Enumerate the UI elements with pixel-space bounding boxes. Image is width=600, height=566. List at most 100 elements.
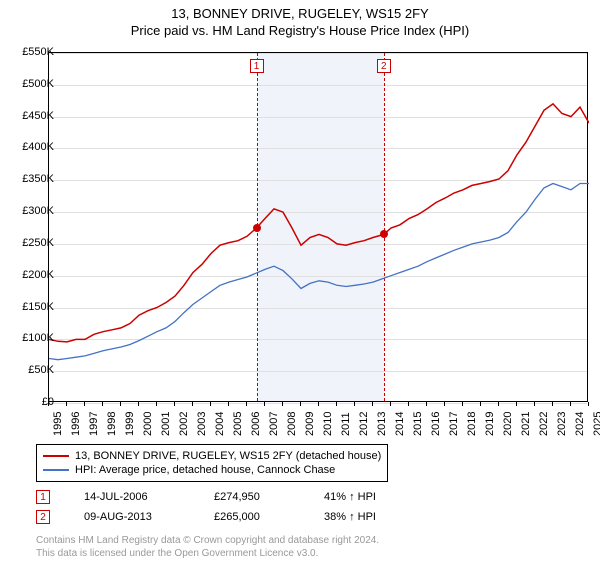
x-axis-label: 1998	[106, 412, 118, 436]
x-tick	[408, 402, 409, 406]
x-tick	[318, 402, 319, 406]
title-main: 13, BONNEY DRIVE, RUGELEY, WS15 2FY	[0, 6, 600, 21]
x-axis-label: 1997	[88, 412, 100, 436]
legend-swatch-0	[43, 455, 69, 457]
sale-marker-2: 2	[36, 510, 50, 524]
x-tick	[48, 402, 49, 406]
x-tick	[210, 402, 211, 406]
x-tick	[552, 402, 553, 406]
y-axis-label: £200K	[10, 269, 54, 281]
x-tick	[174, 402, 175, 406]
x-axis-label: 2001	[160, 412, 172, 436]
y-axis-label: £150K	[10, 301, 54, 313]
x-tick	[426, 402, 427, 406]
legend-label-0: 13, BONNEY DRIVE, RUGELEY, WS15 2FY (det…	[75, 450, 381, 462]
sale-marker-1: 1	[36, 490, 50, 504]
x-axis-label: 2009	[304, 412, 316, 436]
line-series-svg	[49, 53, 589, 403]
x-axis-label: 2013	[376, 412, 388, 436]
legend-label-1: HPI: Average price, detached house, Cann…	[75, 464, 335, 476]
legend-swatch-1	[43, 469, 69, 471]
x-tick	[444, 402, 445, 406]
x-tick	[480, 402, 481, 406]
sale-date-2: 09-AUG-2013	[84, 511, 214, 523]
x-tick	[66, 402, 67, 406]
y-axis-label: £300K	[10, 205, 54, 217]
series-line-1	[49, 184, 589, 360]
x-axis-label: 1999	[124, 412, 136, 436]
x-axis-label: 1995	[52, 412, 64, 436]
x-tick	[84, 402, 85, 406]
x-axis-label: 2025	[592, 412, 600, 436]
x-axis-label: 2015	[412, 412, 424, 436]
sale-pct-1: 41% ↑ HPI	[324, 491, 424, 503]
x-axis-label: 2006	[250, 412, 262, 436]
x-axis-label: 2012	[358, 412, 370, 436]
x-axis-label: 2023	[556, 412, 568, 436]
y-axis-label: £400K	[10, 141, 54, 153]
sales-table: 1 14-JUL-2006 £274,950 41% ↑ HPI 2 09-AU…	[36, 487, 424, 527]
y-axis-label: £350K	[10, 173, 54, 185]
x-tick	[354, 402, 355, 406]
x-axis-label: 2020	[502, 412, 514, 436]
x-axis-label: 2000	[142, 412, 154, 436]
x-axis-label: 1996	[70, 412, 82, 436]
x-axis-label: 2014	[394, 412, 406, 436]
y-axis-label: £100K	[10, 332, 54, 344]
x-axis-label: 2017	[448, 412, 460, 436]
x-axis-label: 2021	[520, 412, 532, 436]
plot-region: 12	[48, 52, 588, 402]
x-tick	[282, 402, 283, 406]
x-axis-label: 2018	[466, 412, 478, 436]
x-tick	[300, 402, 301, 406]
sale-pct-2: 38% ↑ HPI	[324, 511, 424, 523]
title-sub: Price paid vs. HM Land Registry's House …	[0, 23, 600, 38]
footer-line-1: Contains HM Land Registry data © Crown c…	[36, 534, 379, 547]
sale-price-1: £274,950	[214, 491, 324, 503]
x-tick	[264, 402, 265, 406]
x-axis-label: 2008	[286, 412, 298, 436]
legend-row-0: 13, BONNEY DRIVE, RUGELEY, WS15 2FY (det…	[43, 449, 381, 463]
sales-row-2: 2 09-AUG-2013 £265,000 38% ↑ HPI	[36, 507, 424, 527]
x-axis-label: 2007	[268, 412, 280, 436]
x-axis-label: 2011	[340, 412, 352, 436]
footer-line-2: This data is licensed under the Open Gov…	[36, 547, 379, 560]
sale-date-1: 14-JUL-2006	[84, 491, 214, 503]
x-tick	[462, 402, 463, 406]
x-axis-label: 2016	[430, 412, 442, 436]
series-line-0	[49, 104, 589, 342]
x-tick	[336, 402, 337, 406]
x-tick	[192, 402, 193, 406]
x-tick	[372, 402, 373, 406]
x-axis-label: 2010	[322, 412, 334, 436]
x-tick	[228, 402, 229, 406]
chart-container: 13, BONNEY DRIVE, RUGELEY, WS15 2FY Pric…	[0, 6, 600, 566]
y-axis-label: £50K	[10, 364, 54, 376]
sales-row-1: 1 14-JUL-2006 £274,950 41% ↑ HPI	[36, 487, 424, 507]
x-axis-label: 2002	[178, 412, 190, 436]
y-axis-label: £500K	[10, 78, 54, 90]
y-axis-label: £550K	[10, 46, 54, 58]
y-axis-label: £250K	[10, 237, 54, 249]
x-tick	[102, 402, 103, 406]
x-axis-label: 2003	[196, 412, 208, 436]
x-axis-label: 2005	[232, 412, 244, 436]
x-tick	[534, 402, 535, 406]
sale-marker-box: 2	[377, 59, 391, 73]
x-tick	[516, 402, 517, 406]
legend: 13, BONNEY DRIVE, RUGELEY, WS15 2FY (det…	[36, 444, 388, 482]
x-tick	[138, 402, 139, 406]
x-tick	[588, 402, 589, 406]
x-tick	[156, 402, 157, 406]
sale-marker-box: 1	[250, 59, 264, 73]
chart-area: 12	[48, 52, 588, 402]
x-tick	[120, 402, 121, 406]
sale-point	[253, 224, 261, 232]
y-axis-label: £450K	[10, 110, 54, 122]
x-axis-label: 2024	[574, 412, 586, 436]
x-tick	[498, 402, 499, 406]
x-tick	[390, 402, 391, 406]
x-axis-label: 2004	[214, 412, 226, 436]
x-axis-label: 2022	[538, 412, 550, 436]
x-tick	[246, 402, 247, 406]
